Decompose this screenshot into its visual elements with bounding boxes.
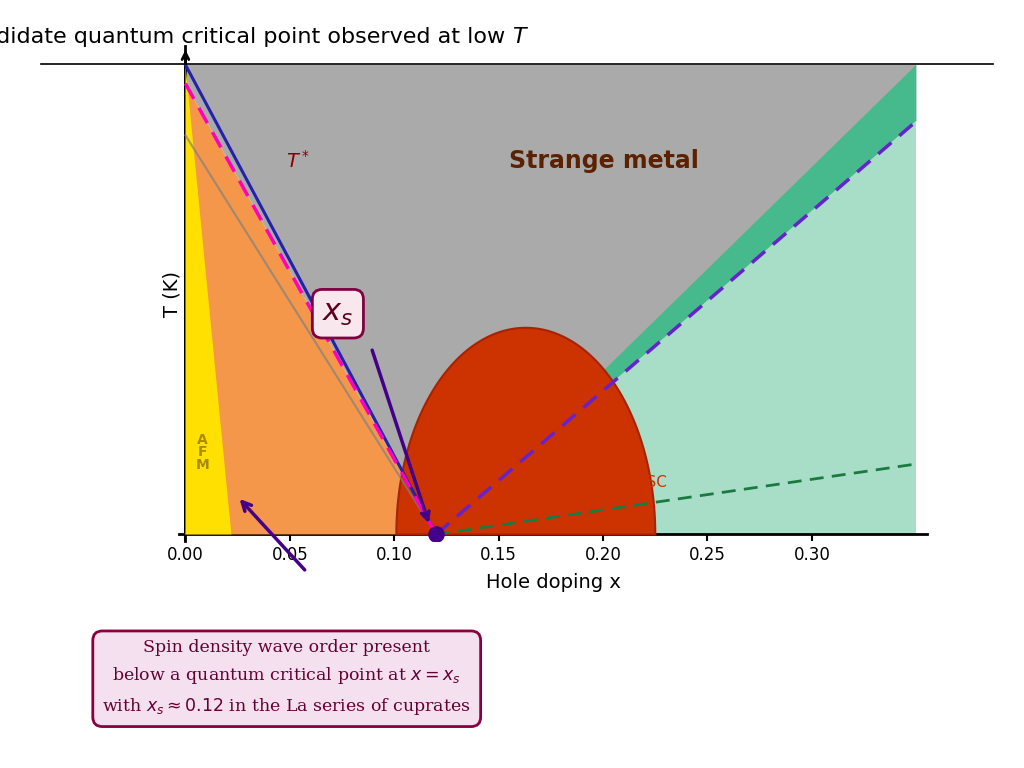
Text: Only candidate quantum critical point observed at low: Only candidate quantum critical point ob…	[0, 27, 512, 47]
Polygon shape	[185, 65, 231, 535]
Text: Strange metal: Strange metal	[509, 149, 699, 173]
Polygon shape	[436, 121, 916, 535]
Text: A
F
M: A F M	[196, 433, 209, 472]
Text: d-wave SC: d-wave SC	[587, 475, 668, 491]
Text: T: T	[512, 27, 525, 47]
Polygon shape	[185, 65, 916, 535]
X-axis label: Hole doping x: Hole doping x	[485, 572, 621, 591]
Polygon shape	[185, 84, 436, 535]
Y-axis label: T (K): T (K)	[162, 271, 181, 316]
Polygon shape	[436, 65, 916, 535]
Text: Spin density wave order present
below a quantum critical point at $x = x_s$
with: Spin density wave order present below a …	[102, 638, 471, 717]
Text: $T^*$: $T^*$	[286, 151, 310, 172]
Text: $x_s$: $x_s$	[323, 300, 353, 328]
Polygon shape	[396, 328, 655, 535]
